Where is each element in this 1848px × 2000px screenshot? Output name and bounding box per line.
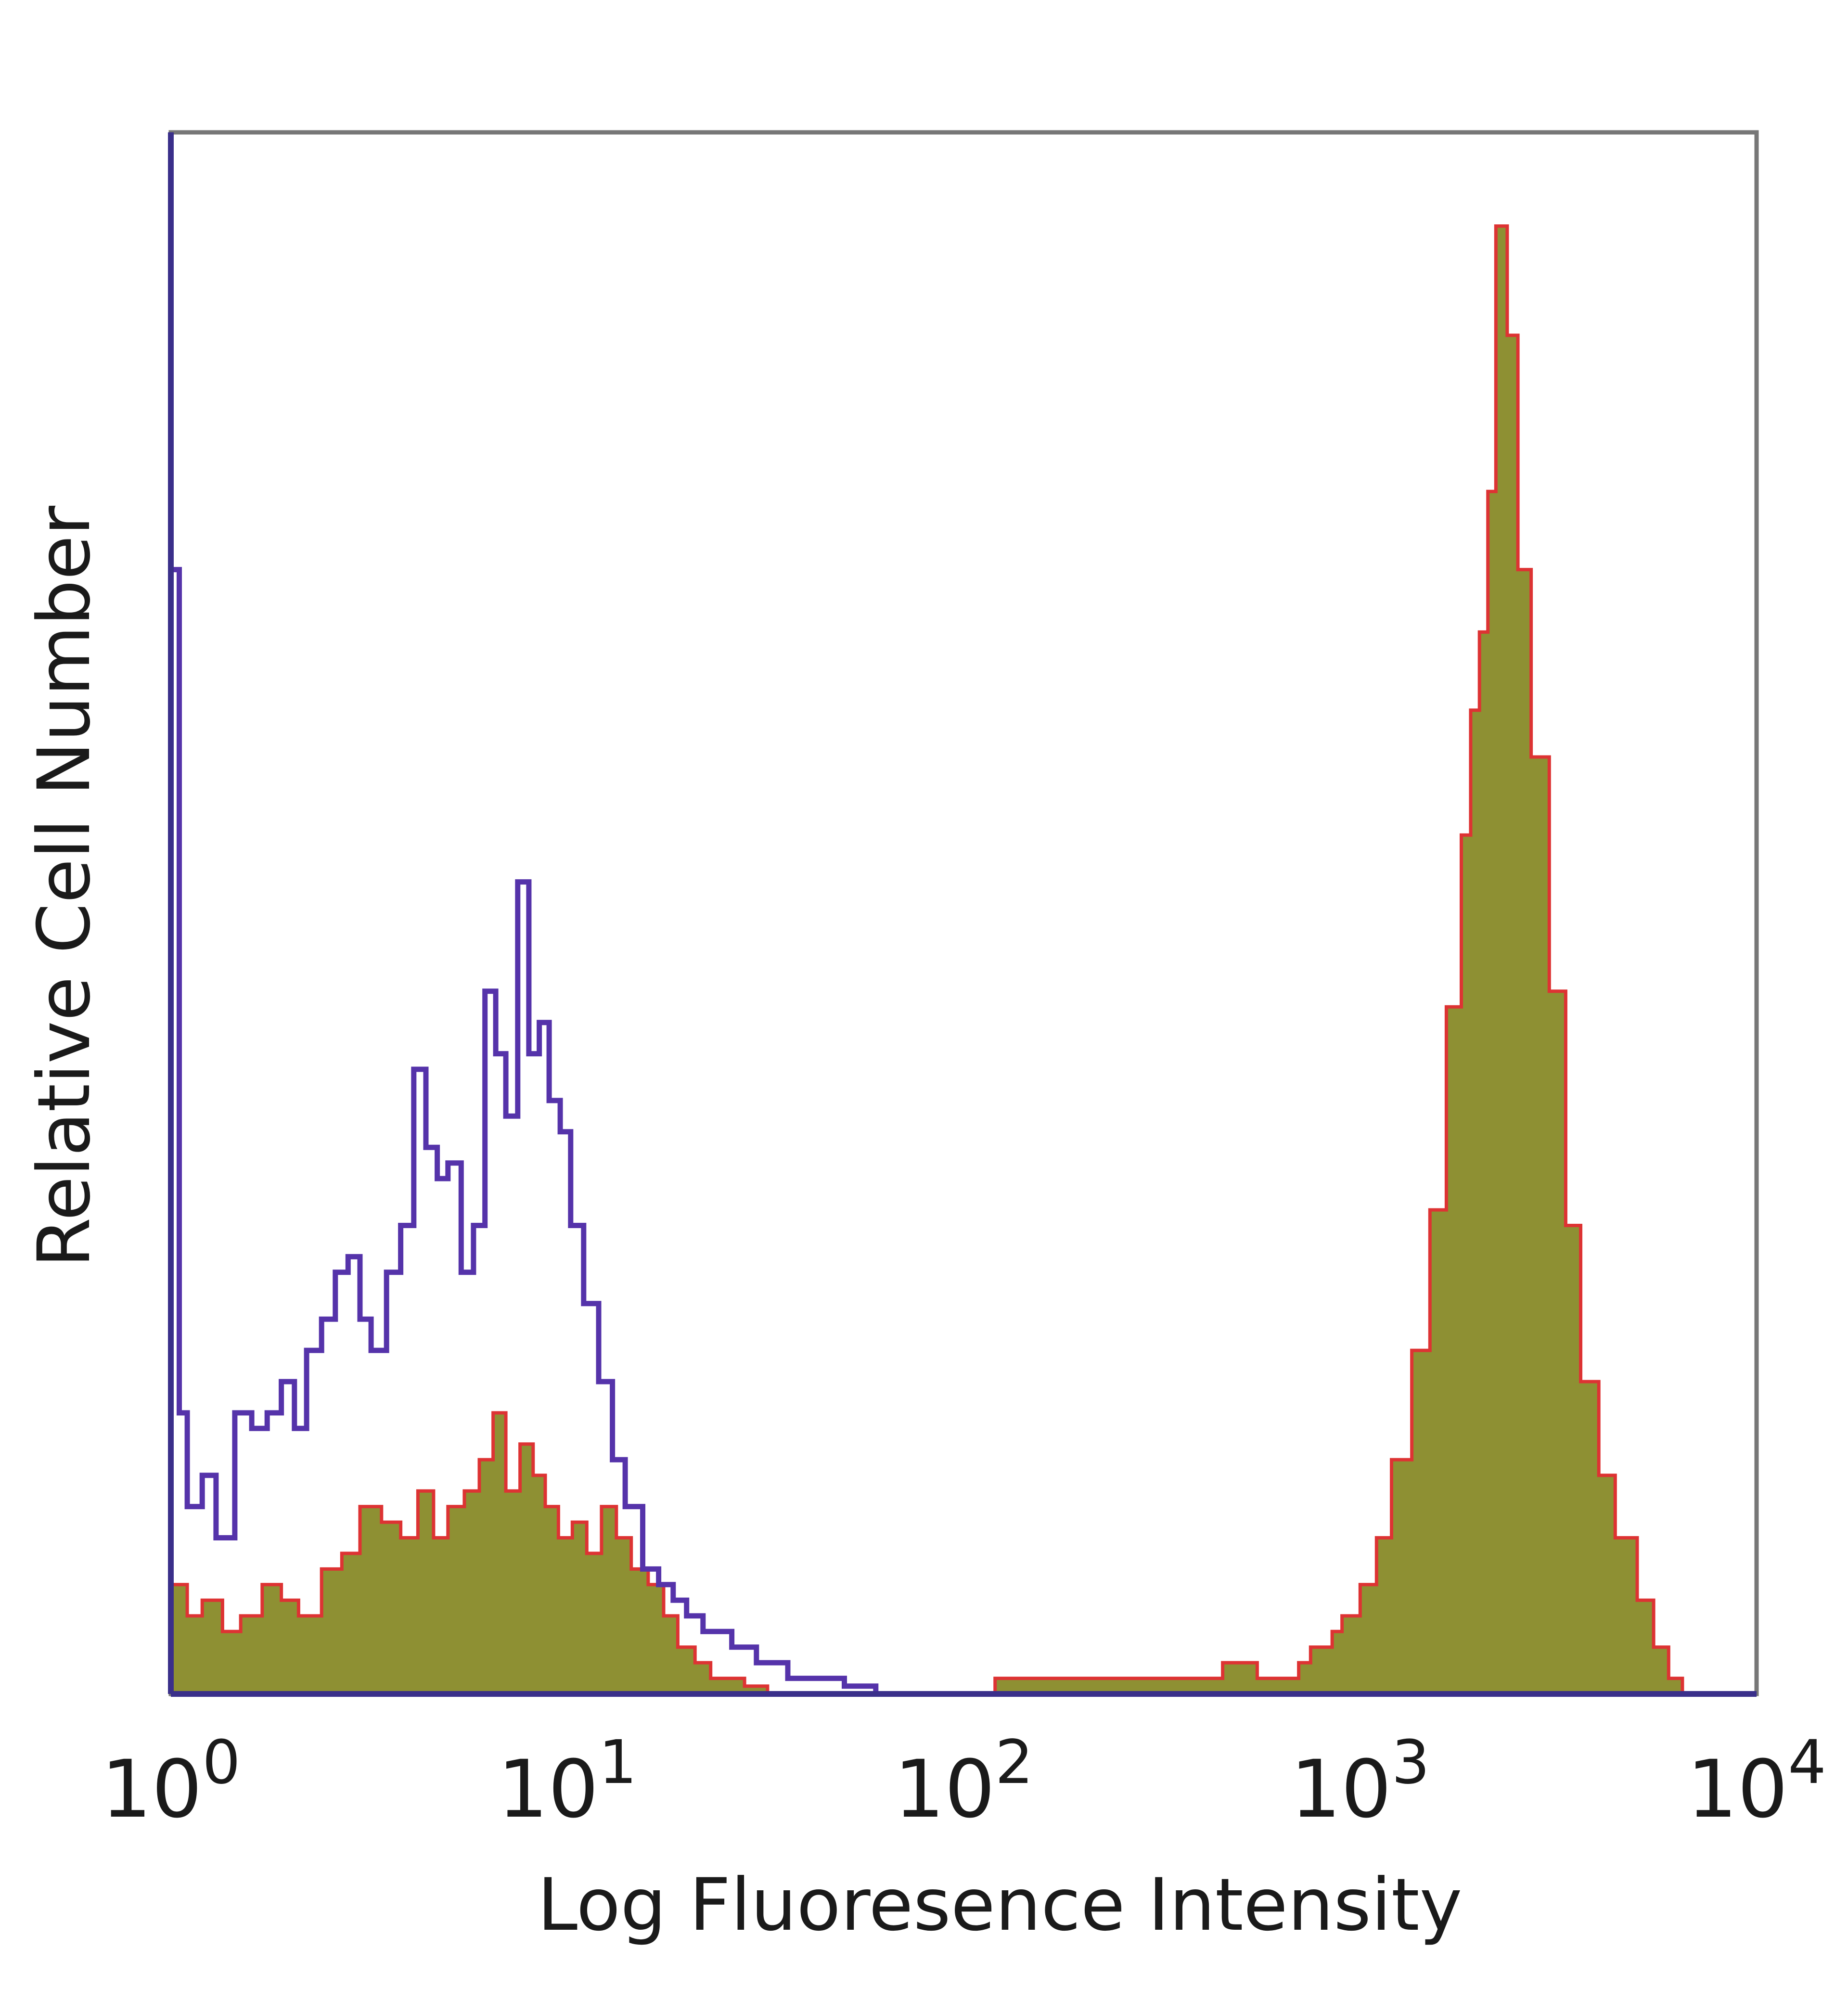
x-axis-title: Log Fluoresence Intensity <box>538 1863 1463 1947</box>
x-tick-label: 103 <box>1291 1728 1430 1835</box>
x-tick-label: 100 <box>101 1728 241 1835</box>
series-filled-histogram <box>169 224 1684 1696</box>
series-layer <box>169 224 1684 1696</box>
x-tick-label: 102 <box>894 1728 1034 1835</box>
series-outline-histogram <box>171 567 879 1694</box>
y-axis-title: Relative Cell Number <box>23 506 106 1268</box>
x-tick-label: 104 <box>1687 1728 1826 1835</box>
x-tick-label: 101 <box>498 1728 637 1835</box>
x-tick-labels: 100 101 102 103 104 <box>101 1728 1826 1835</box>
